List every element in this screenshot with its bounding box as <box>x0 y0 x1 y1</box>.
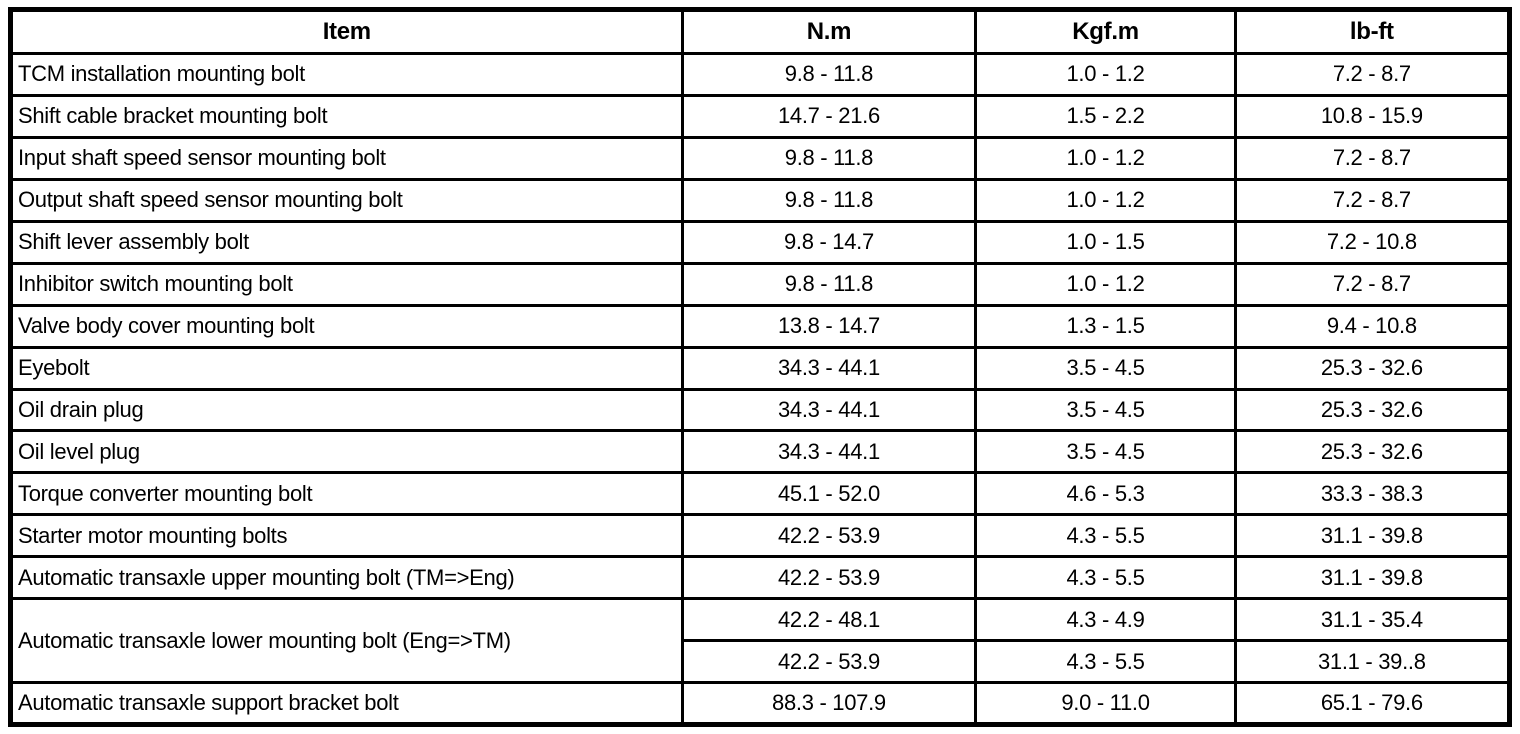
kgfm-cell: 4.3 - 5.5 <box>974 555 1237 601</box>
kgfm-cell: 4.6 - 5.3 <box>974 471 1237 517</box>
nm-cell: 42.2 - 53.9 <box>680 513 978 559</box>
nm-cell: 42.2 - 48.1 <box>680 597 978 643</box>
kgfm-cell: 4.3 - 4.9 <box>974 597 1237 643</box>
kgfm-cell: 3.5 - 4.5 <box>974 387 1237 433</box>
nm-cell: 34.3 - 44.1 <box>680 387 978 433</box>
table-row: Input shaft speed sensor mounting bolt 9… <box>9 135 1512 181</box>
table-row: TCM installation mounting bolt 9.8 - 11.… <box>9 52 1512 97</box>
lbft-cell: 65.1 - 79.6 <box>1233 681 1512 726</box>
lbft-cell: 7.2 - 10.8 <box>1233 219 1512 265</box>
column-header-kgfm: Kgf.m <box>974 8 1237 55</box>
kgfm-cell: 1.3 - 1.5 <box>974 303 1237 349</box>
kgfm-cell: 1.0 - 1.2 <box>974 52 1237 97</box>
nm-cell: 42.2 - 53.9 <box>680 555 978 601</box>
torque-spec-table: Item N.m Kgf.m lb-ft TCM installation mo… <box>8 7 1512 727</box>
nm-cell: 88.3 - 107.9 <box>680 681 978 726</box>
kgfm-cell: 3.5 - 4.5 <box>974 429 1237 475</box>
column-header-item: Item <box>9 8 684 55</box>
item-cell: Inhibitor switch mounting bolt <box>9 261 684 307</box>
kgfm-cell: 1.5 - 2.2 <box>974 93 1237 139</box>
kgfm-cell: 1.0 - 1.2 <box>974 261 1237 307</box>
table-row: Inhibitor switch mounting bolt 9.8 - 11.… <box>9 261 1512 307</box>
kgfm-cell: 4.3 - 5.5 <box>974 639 1237 685</box>
table-row: Shift cable bracket mounting bolt 14.7 -… <box>9 93 1512 139</box>
lbft-cell: 9.4 - 10.8 <box>1233 303 1512 349</box>
kgfm-cell: 1.0 - 1.2 <box>974 177 1237 223</box>
table-row: Eyebolt 34.3 - 44.1 3.5 - 4.5 25.3 - 32.… <box>9 345 1512 391</box>
lbft-cell: 31.1 - 35.4 <box>1233 597 1512 643</box>
table-row: Oil drain plug 34.3 - 44.1 3.5 - 4.5 25.… <box>9 387 1512 433</box>
table-row: Automatic transaxle lower mounting bolt … <box>9 597 1512 685</box>
item-cell: Eyebolt <box>9 345 684 391</box>
lbft-cell: 7.2 - 8.7 <box>1233 135 1512 181</box>
nm-cell: 9.8 - 11.8 <box>680 135 978 181</box>
nm-cell: 45.1 - 52.0 <box>680 471 978 517</box>
lbft-cell: 33.3 - 38.3 <box>1233 471 1512 517</box>
kgfm-cell: 9.0 - 11.0 <box>974 681 1237 726</box>
nm-cell: 9.8 - 11.8 <box>680 261 978 307</box>
nm-cell: 34.3 - 44.1 <box>680 429 978 475</box>
nm-cell: 9.8 - 11.8 <box>680 177 978 223</box>
item-cell: Valve body cover mounting bolt <box>9 303 684 349</box>
kgfm-cell: 1.0 - 1.5 <box>974 219 1237 265</box>
kgfm-cell: 3.5 - 4.5 <box>974 345 1237 391</box>
item-cell: Torque converter mounting bolt <box>9 471 684 517</box>
lbft-cell: 7.2 - 8.7 <box>1233 177 1512 223</box>
table-row: Automatic transaxle support bracket bolt… <box>9 681 1512 726</box>
nm-cell: 34.3 - 44.1 <box>680 345 978 391</box>
item-cell: Oil drain plug <box>9 387 684 433</box>
nm-cell: 42.2 - 53.9 <box>680 639 978 685</box>
lbft-cell: 25.3 - 32.6 <box>1233 429 1512 475</box>
lbft-cell: 7.2 - 8.7 <box>1233 52 1512 97</box>
item-cell: Shift lever assembly bolt <box>9 219 684 265</box>
item-cell: Shift cable bracket mounting bolt <box>9 93 684 139</box>
item-cell: Input shaft speed sensor mounting bolt <box>9 135 684 181</box>
item-cell: Output shaft speed sensor mounting bolt <box>9 177 684 223</box>
table-row: Output shaft speed sensor mounting bolt … <box>9 177 1512 223</box>
table-row: Oil level plug 34.3 - 44.1 3.5 - 4.5 25.… <box>9 429 1512 475</box>
table-row: Torque converter mounting bolt 45.1 - 52… <box>9 471 1512 517</box>
item-cell: Automatic transaxle lower mounting bolt … <box>9 597 684 685</box>
table-row: Automatic transaxle upper mounting bolt … <box>9 555 1512 601</box>
item-cell: Oil level plug <box>9 429 684 475</box>
nm-cell: 9.8 - 14.7 <box>680 219 978 265</box>
lbft-cell: 10.8 - 15.9 <box>1233 93 1512 139</box>
item-cell: Automatic transaxle upper mounting bolt … <box>9 555 684 601</box>
lbft-cell: 7.2 - 8.7 <box>1233 261 1512 307</box>
item-cell: TCM installation mounting bolt <box>9 52 684 97</box>
nm-cell: 13.8 - 14.7 <box>680 303 978 349</box>
table-row: Shift lever assembly bolt 9.8 - 14.7 1.0… <box>9 219 1512 265</box>
item-cell: Automatic transaxle support bracket bolt <box>9 681 684 726</box>
kgfm-cell: 4.3 - 5.5 <box>974 513 1237 559</box>
lbft-cell: 31.1 - 39..8 <box>1233 639 1512 685</box>
lbft-cell: 25.3 - 32.6 <box>1233 387 1512 433</box>
item-cell: Starter motor mounting bolts <box>9 513 684 559</box>
nm-cell: 14.7 - 21.6 <box>680 93 978 139</box>
lbft-cell: 25.3 - 32.6 <box>1233 345 1512 391</box>
nm-cell: 9.8 - 11.8 <box>680 52 978 97</box>
table-row: 42.2 - 53.9 4.3 - 5.5 31.1 - 39..8 <box>11 639 1512 685</box>
kgfm-cell: 1.0 - 1.2 <box>974 135 1237 181</box>
lbft-cell: 31.1 - 39.8 <box>1233 555 1512 601</box>
table-row: Starter motor mounting bolts 42.2 - 53.9… <box>9 513 1512 559</box>
header-row: Item N.m Kgf.m lb-ft <box>9 8 1512 55</box>
column-header-lbft: lb-ft <box>1233 8 1512 55</box>
table-row: Valve body cover mounting bolt 13.8 - 14… <box>9 303 1512 349</box>
column-header-nm: N.m <box>680 8 978 55</box>
lbft-cell: 31.1 - 39.8 <box>1233 513 1512 559</box>
